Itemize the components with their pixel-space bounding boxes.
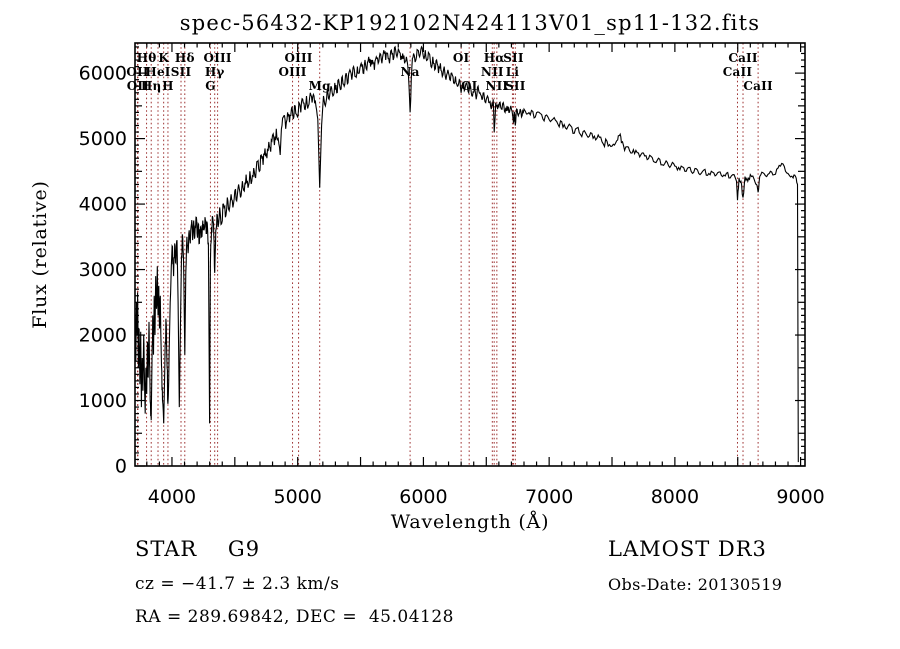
spectral-line-label: NII bbox=[481, 65, 504, 79]
spectral-line-label: OIII bbox=[204, 51, 232, 65]
x-axis-title: Wavelength (Å) bbox=[391, 511, 550, 533]
x-tick-label: 8000 bbox=[651, 486, 699, 508]
y-tick-label: 6000 bbox=[79, 63, 127, 85]
spectral-line-label: Mg bbox=[309, 79, 331, 93]
survey-label: LAMOST DR3 bbox=[608, 537, 767, 561]
spectral-line-label: CaII bbox=[723, 65, 753, 79]
x-tick-label: 6000 bbox=[399, 486, 447, 508]
y-tick-label: 3000 bbox=[79, 259, 127, 281]
spectrum-path bbox=[135, 45, 799, 463]
spectral-line-label: Hγ bbox=[205, 65, 225, 79]
spectral-line-label: CaII bbox=[743, 79, 773, 93]
y-tick-label: 5000 bbox=[79, 128, 127, 150]
spectral-line-label: OI bbox=[453, 51, 470, 65]
spectral-line-label: SII bbox=[171, 65, 192, 79]
x-tick-label: 9000 bbox=[776, 486, 824, 508]
spectral-line-label: OII bbox=[126, 65, 148, 79]
spectral-line-label: Hθ bbox=[137, 51, 157, 65]
radial-velocity-label: cz = −41.7 ± 2.3 km/s bbox=[135, 574, 340, 594]
x-tick-label: 5000 bbox=[274, 486, 322, 508]
spectral-line-label: Hα bbox=[484, 51, 505, 65]
spectral-line-label: H bbox=[162, 79, 174, 93]
plot-border bbox=[134, 42, 806, 467]
y-axis-title: Flux (relative) bbox=[29, 180, 51, 329]
y-tick-label: 0 bbox=[115, 456, 127, 478]
spectral-line-label: SII bbox=[505, 79, 526, 93]
classification-label: STAR G9 bbox=[135, 537, 261, 561]
spectral-line-label: OIII bbox=[285, 51, 313, 65]
y-tick-label: 4000 bbox=[79, 194, 127, 216]
spectral-line-label: Hη bbox=[141, 79, 161, 93]
axes: 4000 5000 6000 7000 8000 9000 0 1000 2000 3000 400… bbox=[29, 42, 825, 533]
obs-date-label: Obs-Date: 20130519 bbox=[608, 575, 783, 594]
y-tick-label: 1000 bbox=[79, 390, 127, 412]
spectral-line-label: Na bbox=[401, 65, 420, 79]
figure-title: spec-56432-KP192102N424113V01_sp11-132.f… bbox=[179, 11, 761, 35]
y-tick-label: 2000 bbox=[79, 325, 127, 347]
spectral-line-label: OIII bbox=[278, 65, 306, 79]
spectral-line-label: CaII bbox=[728, 51, 758, 65]
spectral-line-label: G bbox=[205, 79, 215, 93]
x-tick-label: 4000 bbox=[148, 486, 196, 508]
spectral-line-label: Li bbox=[506, 65, 520, 79]
spectral-line-label: Hδ bbox=[175, 51, 195, 65]
x-tick-label: 7000 bbox=[525, 486, 573, 508]
spectral-line-label: HeI bbox=[145, 65, 170, 79]
spectral-line-label: NII bbox=[485, 79, 508, 93]
spectral-line-label: K bbox=[158, 51, 169, 65]
spectral-line-label: SII bbox=[503, 51, 524, 65]
ra-dec-label: RA = 289.69842, DEC = 45.04128 bbox=[135, 607, 454, 627]
spectral-lines-group bbox=[137, 43, 759, 466]
